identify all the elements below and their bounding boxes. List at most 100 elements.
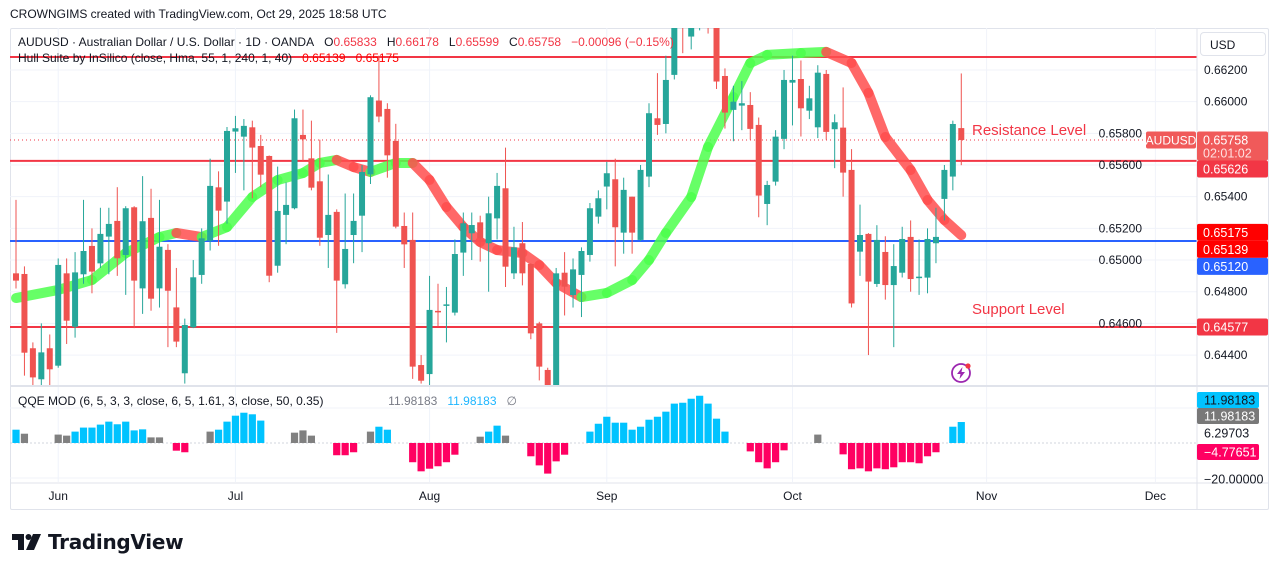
candle — [620, 177, 627, 254]
close-label: C — [509, 35, 518, 49]
qqe-bar-down — [780, 442, 788, 451]
alert-lightning-icon[interactable] — [951, 363, 971, 383]
qqe-bar-up — [375, 426, 383, 443]
candle-body — [949, 123, 956, 177]
currency-button[interactable]: USD — [1200, 32, 1266, 56]
tradingview-logo[interactable]: TradingView — [12, 530, 184, 554]
qqe-bar-down — [333, 442, 341, 456]
qqe-bar-up — [712, 418, 721, 443]
price-label-box — [1197, 318, 1268, 336]
symbol-legend[interactable]: AUDUSD · Australian Dollar / U.S. Dollar… — [18, 35, 674, 49]
price-tick-label: 0.65400 — [1204, 190, 1248, 204]
empty-set-icon[interactable]: ∅ — [506, 394, 517, 408]
candle-body — [789, 79, 796, 83]
qqe-bar-up — [231, 415, 240, 443]
candle-body — [502, 188, 509, 267]
candle — [485, 196, 492, 292]
candle-body — [207, 185, 214, 241]
candle — [924, 228, 931, 294]
candle — [156, 199, 163, 308]
qqe-bar-up — [594, 423, 602, 443]
open-label: O — [324, 35, 334, 49]
qqe-value-2: 11.98183 — [447, 394, 497, 408]
hull-segment-up — [762, 48, 806, 60]
qqe-bar-up — [704, 403, 712, 443]
candle-body — [637, 169, 644, 240]
candle-body — [266, 155, 273, 276]
hull-segment-up — [644, 227, 671, 266]
candle-body — [401, 225, 408, 245]
qqe-bar-up — [130, 430, 138, 443]
candle-body — [173, 307, 180, 342]
qqe-bar-up — [687, 398, 695, 443]
qqe-axis[interactable]: 11.98183 11.98183 6.29703 −4.77651 −20.00000 — [1197, 392, 1263, 487]
qqe-legend[interactable]: QQE MOD (6, 5, 3, 3, close, 6, 5, 1.61, … — [18, 394, 517, 408]
candle — [570, 258, 577, 308]
candle-body — [586, 208, 593, 255]
qqe-bar-up — [586, 431, 594, 443]
candle — [468, 212, 475, 261]
candle-body — [721, 75, 728, 113]
candle — [553, 267, 560, 385]
horizontal-levels[interactable] — [10, 55, 1197, 329]
candle — [688, 28, 695, 50]
candle — [232, 115, 239, 173]
candle-body — [857, 235, 863, 252]
qqe-bar-up — [139, 429, 147, 443]
candle-body — [485, 213, 492, 244]
candle-body — [148, 217, 155, 299]
candle — [72, 252, 79, 338]
support-level-label: Support Level — [972, 301, 1065, 318]
candle-body — [958, 128, 965, 140]
candle — [797, 60, 804, 137]
price-axis[interactable]: 0.66200 0.66000 0.65800 0.65600 0.65400 0.652… — [1099, 63, 1248, 362]
candle — [949, 120, 956, 191]
candle-body — [215, 187, 222, 211]
qqe-bar-up — [96, 424, 104, 443]
qqe-bar-neutral — [307, 435, 315, 443]
candle — [510, 226, 517, 280]
qqe-bar-up — [636, 426, 645, 443]
qqe-label-box — [1197, 408, 1259, 424]
candle-body — [603, 173, 610, 187]
candle — [299, 109, 306, 162]
qqe-bar-up — [611, 422, 619, 443]
hull-segment-up — [703, 92, 739, 152]
candle — [814, 65, 821, 139]
candle — [13, 199, 19, 289]
candle-body — [350, 220, 357, 236]
candle — [224, 126, 230, 224]
candle — [899, 226, 906, 278]
candle-body — [932, 236, 939, 244]
qqe-bar-up — [12, 429, 20, 443]
candle-body — [527, 263, 534, 334]
hull-segment-up — [686, 141, 714, 202]
candle-body — [629, 196, 636, 233]
candle-body — [680, 0, 686, 15]
candle — [342, 193, 349, 289]
candle-body — [882, 251, 889, 286]
hull-suite-legend[interactable]: Hull Suite by InSilico (close, Hma, 55, … — [18, 51, 399, 65]
symbol-description: AUDUSD · Australian Dollar / U.S. Dollar… — [18, 35, 315, 49]
price-label-text: 0.65175 — [1203, 226, 1248, 240]
candle — [755, 117, 762, 218]
candle-body — [240, 125, 247, 137]
qqe-bar-down — [552, 442, 560, 462]
close-value: 0.65758 — [517, 35, 562, 49]
candle-body — [299, 134, 306, 140]
candle — [283, 182, 290, 245]
candle — [392, 123, 399, 229]
qqe-bar-up — [957, 422, 965, 443]
candle-body — [477, 222, 484, 239]
candle-body — [359, 171, 366, 216]
qqe-bar-up — [113, 424, 121, 443]
time-axis[interactable]: Jun Jul Aug Sep Oct Nov Dec — [49, 489, 1167, 503]
candle-body — [570, 269, 577, 296]
qqe-bar-up — [88, 427, 96, 443]
candle-body — [232, 128, 239, 132]
qqe-bar-up — [257, 420, 265, 443]
candle-body — [308, 158, 315, 188]
candle-body — [139, 221, 146, 289]
chart-attribution: CROWNGIMS created with TradingView.com, … — [10, 7, 387, 21]
